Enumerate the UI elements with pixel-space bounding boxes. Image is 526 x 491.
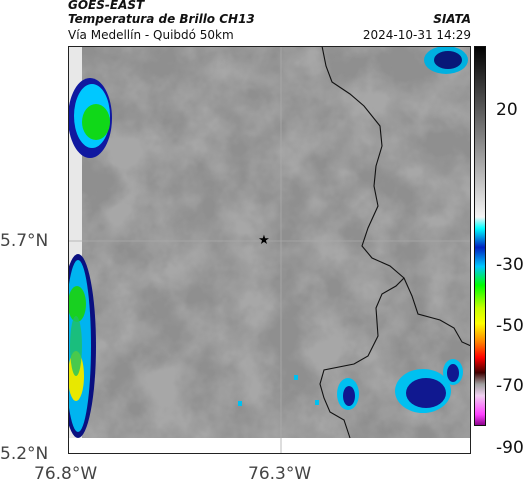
datetime-label: 2024-10-31 14:29 xyxy=(362,28,471,42)
cold-cloud-top-upper-left xyxy=(68,78,112,158)
lat-label-5-7: 5.7°N xyxy=(0,231,49,251)
star-marker: ★ xyxy=(258,233,270,248)
region-subtitle: Vía Medellín - Quibdó 50km xyxy=(68,28,234,42)
colorbar-tick-minus-90: -90 xyxy=(496,438,524,458)
colorbar-tick-minus-50: -50 xyxy=(496,316,524,336)
satellite-map: ★ xyxy=(68,46,471,454)
colorbar-tick-minus-70: -70 xyxy=(496,376,524,396)
lon-label-76-8: 76.8°W xyxy=(34,464,98,484)
product-title: Temperatura de Brillo CH13 xyxy=(68,12,255,26)
colorbar-tick-20: 20 xyxy=(496,100,518,120)
cold-cloud-top-left-band xyxy=(68,254,96,438)
agency-label: SIATA xyxy=(433,12,471,26)
map-frame xyxy=(68,46,471,454)
cold-cloud-top-bottom-right xyxy=(238,359,463,413)
border-lines xyxy=(319,46,471,439)
satellite-title: GOES-EAST xyxy=(68,0,145,12)
lon-label-76-3: 76.3°W xyxy=(248,464,312,484)
lat-label-5-2: 5.2°N xyxy=(0,444,49,464)
colorbar-tick-minus-30: -30 xyxy=(496,255,524,275)
cold-cloud-top-right-corner xyxy=(424,46,468,74)
colorbar-gradient xyxy=(474,46,486,426)
bottom-band xyxy=(68,438,471,454)
colorbar-frame xyxy=(474,46,486,426)
colorbar xyxy=(474,46,486,426)
